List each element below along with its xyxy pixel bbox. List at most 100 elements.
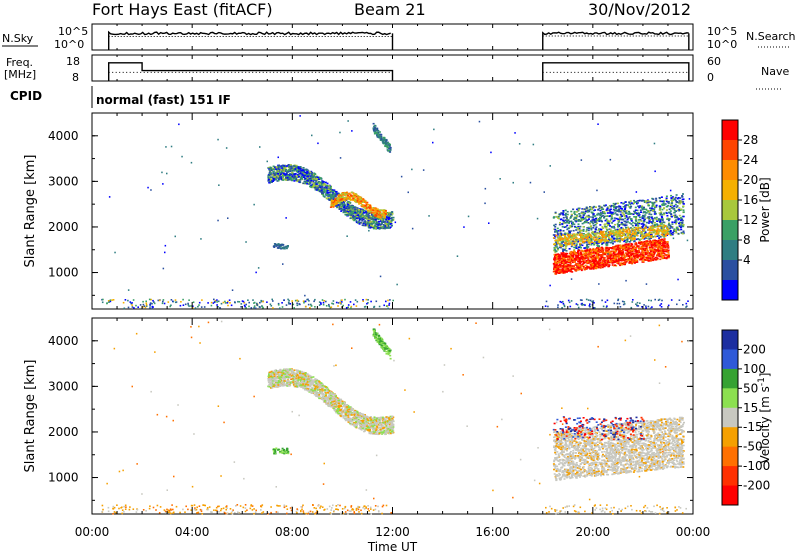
power-arc xyxy=(330,195,333,197)
power-evening-core xyxy=(661,252,664,255)
power-arc-core xyxy=(370,211,373,214)
power-evening xyxy=(624,217,627,220)
power-evening-core xyxy=(567,259,570,261)
power-arc xyxy=(341,205,344,208)
power-evening-core xyxy=(611,250,614,253)
power-evening xyxy=(620,214,623,217)
power-evening xyxy=(577,240,580,242)
power-arc xyxy=(370,224,373,227)
power-evening-core xyxy=(586,255,589,258)
power-arc xyxy=(332,193,335,195)
power-evening-core xyxy=(597,266,600,269)
power-upper xyxy=(385,144,388,147)
power-evening xyxy=(597,241,600,243)
power-evening-core xyxy=(641,259,644,261)
power-evening xyxy=(624,224,627,227)
power-arc-core xyxy=(361,205,364,208)
power-evening-core xyxy=(644,248,647,250)
power-evening xyxy=(609,215,612,217)
power-evening xyxy=(645,208,648,211)
power-arc-core xyxy=(384,213,387,215)
nsky-line xyxy=(107,30,391,36)
power-arc xyxy=(291,170,294,172)
power-evening xyxy=(590,208,593,210)
power-evening-core xyxy=(620,247,623,249)
power-evening xyxy=(646,221,648,224)
power-evening xyxy=(677,209,679,212)
power-evening xyxy=(590,239,593,242)
power-evening xyxy=(617,206,620,208)
power-evening-core xyxy=(612,246,615,248)
power-evening-core xyxy=(561,258,564,260)
power-arc xyxy=(373,216,376,219)
power-arc-core xyxy=(384,211,387,214)
power-arc xyxy=(329,186,332,188)
power-evening xyxy=(641,208,644,211)
power-evening xyxy=(605,215,608,217)
power-arc xyxy=(368,224,371,226)
power-evening-core xyxy=(571,251,574,254)
power-evening-core xyxy=(592,259,595,261)
power-evening xyxy=(612,234,615,237)
power-evening-core xyxy=(559,256,562,258)
power-arc xyxy=(302,176,305,178)
power-evening-core xyxy=(645,259,648,261)
power-evening xyxy=(562,250,565,252)
power-arc xyxy=(378,222,381,225)
power-evening-core xyxy=(587,262,590,264)
power-arc xyxy=(351,216,354,218)
power-evening xyxy=(583,208,586,210)
power-evening-core xyxy=(606,263,609,266)
power-evening xyxy=(611,236,614,239)
power-arc-core xyxy=(337,200,340,203)
power-evening-core xyxy=(618,255,621,258)
power-evening xyxy=(609,228,612,231)
power-arc xyxy=(372,220,375,222)
power-arc xyxy=(299,177,302,179)
power-arc xyxy=(326,191,329,194)
power-evening xyxy=(598,238,601,240)
power-evening xyxy=(654,229,657,232)
power-arc-core xyxy=(375,215,378,217)
power-evening xyxy=(592,216,595,219)
power-evening xyxy=(642,220,645,222)
power-evening xyxy=(589,208,591,211)
power-evening xyxy=(672,206,675,208)
power-arc xyxy=(370,226,373,228)
power-evening xyxy=(627,204,629,206)
power-evening xyxy=(665,197,668,200)
power-evening xyxy=(675,231,678,234)
power-evening xyxy=(581,208,584,210)
power-arc-core xyxy=(349,199,352,201)
power-arc xyxy=(311,171,313,174)
power-arc xyxy=(290,173,293,176)
power-evening xyxy=(616,202,619,205)
power-arc xyxy=(388,211,391,214)
power-evening xyxy=(644,231,647,234)
power-evening xyxy=(585,241,588,243)
power-evening xyxy=(640,220,643,222)
power-evening xyxy=(556,234,559,236)
power-arc xyxy=(347,214,350,216)
power-evening xyxy=(614,203,616,206)
power-evening xyxy=(594,228,597,231)
power-evening xyxy=(614,223,617,226)
power-evening-core xyxy=(642,248,645,251)
power-arc xyxy=(283,164,286,167)
power-arc-core xyxy=(334,198,337,201)
power-evening xyxy=(584,210,587,213)
power-evening xyxy=(669,225,672,228)
power-evening-core xyxy=(562,263,565,265)
power-evening-core xyxy=(577,266,580,269)
power-evening xyxy=(675,221,678,223)
power-arc xyxy=(316,177,319,180)
power-evening xyxy=(553,216,556,218)
power-arc xyxy=(306,183,309,185)
power-evening xyxy=(670,212,673,215)
power-arc xyxy=(371,216,374,218)
power-arc xyxy=(303,175,306,177)
power-evening-core xyxy=(614,253,617,255)
power-evening-core xyxy=(642,256,644,259)
power-evening xyxy=(628,211,631,214)
